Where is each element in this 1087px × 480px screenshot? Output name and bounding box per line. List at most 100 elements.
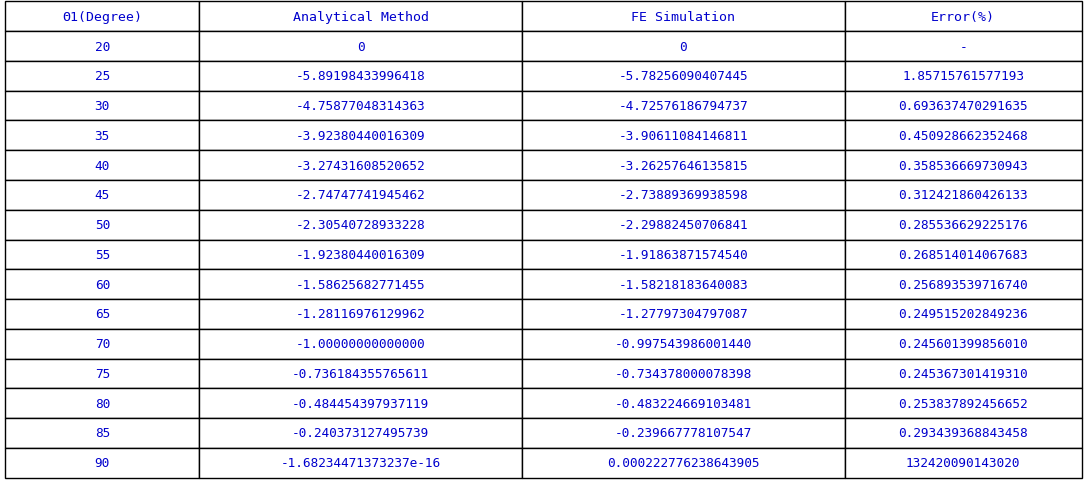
Bar bbox=[199, 329, 522, 359]
Bar bbox=[845, 448, 1082, 478]
Text: -2.30540728933228: -2.30540728933228 bbox=[296, 219, 425, 232]
Bar bbox=[5, 121, 199, 151]
Text: -5.89198433996418: -5.89198433996418 bbox=[296, 70, 425, 83]
Bar bbox=[845, 92, 1082, 121]
Bar bbox=[845, 121, 1082, 151]
Bar bbox=[522, 388, 845, 418]
Text: 0: 0 bbox=[357, 40, 364, 53]
Text: 80: 80 bbox=[95, 397, 110, 410]
Bar bbox=[845, 151, 1082, 180]
Bar bbox=[522, 210, 845, 240]
Bar bbox=[522, 270, 845, 300]
Bar bbox=[522, 180, 845, 210]
Text: -1.92380440016309: -1.92380440016309 bbox=[296, 248, 425, 261]
Bar bbox=[199, 151, 522, 180]
Text: -1.00000000000000: -1.00000000000000 bbox=[296, 337, 425, 350]
Text: 1.85715761577193: 1.85715761577193 bbox=[902, 70, 1024, 83]
Bar bbox=[845, 240, 1082, 270]
Text: 20: 20 bbox=[95, 40, 110, 53]
Text: 0.268514014067683: 0.268514014067683 bbox=[898, 248, 1028, 261]
Text: -4.75877048314363: -4.75877048314363 bbox=[296, 100, 425, 113]
Text: 0.312421860426133: 0.312421860426133 bbox=[898, 189, 1028, 202]
Text: -0.239667778107547: -0.239667778107547 bbox=[615, 427, 752, 440]
Bar bbox=[522, 2, 845, 32]
Text: -3.90611084146811: -3.90611084146811 bbox=[619, 130, 748, 143]
Bar bbox=[199, 92, 522, 121]
Bar bbox=[199, 270, 522, 300]
Bar bbox=[199, 388, 522, 418]
Bar bbox=[199, 62, 522, 92]
Text: -2.29882450706841: -2.29882450706841 bbox=[619, 219, 748, 232]
Text: 0.693637470291635: 0.693637470291635 bbox=[898, 100, 1028, 113]
Text: Θ1(Degree): Θ1(Degree) bbox=[62, 11, 142, 24]
Bar bbox=[5, 418, 199, 448]
Text: -1.68234471373237e-16: -1.68234471373237e-16 bbox=[280, 456, 440, 469]
Text: -1.28116976129962: -1.28116976129962 bbox=[296, 308, 425, 321]
Text: -0.997543986001440: -0.997543986001440 bbox=[615, 337, 752, 350]
Text: -0.240373127495739: -0.240373127495739 bbox=[292, 427, 429, 440]
Bar bbox=[522, 300, 845, 329]
Text: 0.253837892456652: 0.253837892456652 bbox=[898, 397, 1028, 410]
Text: 132420090143020: 132420090143020 bbox=[905, 456, 1021, 469]
Bar bbox=[845, 300, 1082, 329]
Text: -3.27431608520652: -3.27431608520652 bbox=[296, 159, 425, 172]
Bar bbox=[5, 151, 199, 180]
Bar bbox=[845, 388, 1082, 418]
Text: -3.26257646135815: -3.26257646135815 bbox=[619, 159, 748, 172]
Text: -5.78256090407445: -5.78256090407445 bbox=[619, 70, 748, 83]
Bar bbox=[845, 2, 1082, 32]
Text: 0.285536629225176: 0.285536629225176 bbox=[898, 219, 1028, 232]
Text: -0.484454397937119: -0.484454397937119 bbox=[292, 397, 429, 410]
Text: 55: 55 bbox=[95, 248, 110, 261]
Text: 0: 0 bbox=[679, 40, 687, 53]
Text: 90: 90 bbox=[95, 456, 110, 469]
Bar bbox=[199, 240, 522, 270]
Bar bbox=[199, 121, 522, 151]
Text: 70: 70 bbox=[95, 337, 110, 350]
Bar bbox=[845, 180, 1082, 210]
Text: -1.91863871574540: -1.91863871574540 bbox=[619, 248, 748, 261]
Bar bbox=[5, 62, 199, 92]
Bar bbox=[5, 240, 199, 270]
Bar bbox=[199, 448, 522, 478]
Text: 85: 85 bbox=[95, 427, 110, 440]
Bar bbox=[5, 448, 199, 478]
Text: 0.000222776238643905: 0.000222776238643905 bbox=[608, 456, 760, 469]
Bar bbox=[845, 210, 1082, 240]
Bar bbox=[845, 359, 1082, 388]
Text: -2.74747741945462: -2.74747741945462 bbox=[296, 189, 425, 202]
Bar bbox=[199, 359, 522, 388]
Bar bbox=[5, 32, 199, 62]
Bar bbox=[199, 2, 522, 32]
Text: Analytical Method: Analytical Method bbox=[292, 11, 428, 24]
Bar bbox=[5, 270, 199, 300]
Bar bbox=[522, 92, 845, 121]
Text: -1.58625682771455: -1.58625682771455 bbox=[296, 278, 425, 291]
Bar bbox=[5, 300, 199, 329]
Text: 0.358536669730943: 0.358536669730943 bbox=[898, 159, 1028, 172]
Bar bbox=[199, 418, 522, 448]
Bar bbox=[199, 210, 522, 240]
Text: 30: 30 bbox=[95, 100, 110, 113]
Bar bbox=[5, 388, 199, 418]
Bar bbox=[845, 270, 1082, 300]
Bar bbox=[5, 92, 199, 121]
Bar bbox=[522, 32, 845, 62]
Text: 60: 60 bbox=[95, 278, 110, 291]
Text: FE Simulation: FE Simulation bbox=[632, 11, 736, 24]
Bar bbox=[845, 329, 1082, 359]
Text: -2.73889369938598: -2.73889369938598 bbox=[619, 189, 748, 202]
Bar bbox=[522, 448, 845, 478]
Bar bbox=[522, 151, 845, 180]
Text: 0.450928662352468: 0.450928662352468 bbox=[898, 130, 1028, 143]
Text: 0.245367301419310: 0.245367301419310 bbox=[898, 367, 1028, 380]
Text: Error(%): Error(%) bbox=[932, 11, 996, 24]
Bar bbox=[5, 359, 199, 388]
Text: 0.249515202849236: 0.249515202849236 bbox=[898, 308, 1028, 321]
Text: -4.72576186794737: -4.72576186794737 bbox=[619, 100, 748, 113]
Bar bbox=[5, 2, 199, 32]
Bar bbox=[522, 359, 845, 388]
Text: -0.483224669103481: -0.483224669103481 bbox=[615, 397, 752, 410]
Bar bbox=[522, 62, 845, 92]
Bar bbox=[5, 180, 199, 210]
